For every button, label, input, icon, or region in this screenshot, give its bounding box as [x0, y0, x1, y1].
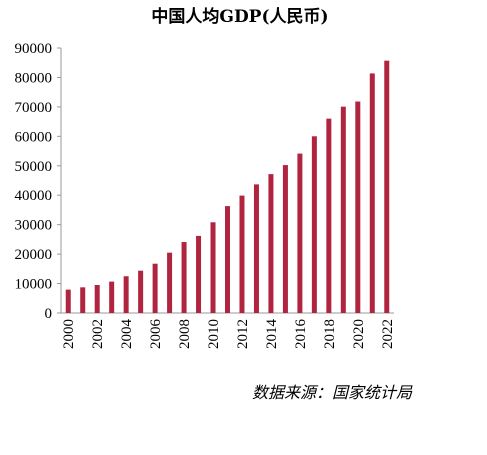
bar-2011: [225, 206, 230, 313]
bar-2010: [210, 222, 216, 313]
x-axis-ticks: 2000 2002 2004 2006 2008 2010 2012 2014 2016 2018…: [61, 319, 396, 350]
y-tick-label: 0: [45, 306, 53, 322]
bar-2013: [253, 184, 259, 313]
y-tick-label: 50000: [15, 159, 53, 175]
x-tick-label: 2000: [61, 319, 77, 349]
y-tick-label: 20000: [15, 247, 53, 263]
x-tick-label: 2012: [235, 319, 251, 349]
bar-2004: [123, 276, 129, 313]
bar-2018: [326, 118, 332, 313]
bar-2007: [167, 252, 173, 313]
x-tick-label: 2010: [206, 319, 222, 349]
y-tick-label: 10000: [15, 277, 53, 293]
chart-title: 中国人均GDP(人民币): [151, 6, 328, 27]
bar-2014: [268, 174, 274, 313]
bar-2021: [369, 73, 375, 313]
bar-2012: [239, 195, 245, 313]
bar-2008: [181, 242, 187, 313]
y-tick-label: 80000: [15, 70, 53, 86]
x-tick-label: 2022: [380, 319, 396, 349]
bar-2015: [282, 165, 288, 313]
y-tick-label: 70000: [15, 100, 53, 116]
bar-2000: [65, 289, 71, 313]
y-tick-label: 40000: [15, 188, 53, 204]
x-tick-label: 2016: [293, 319, 309, 350]
source-note: 数据来源：国家统计局: [252, 383, 413, 402]
bar-2002: [94, 285, 100, 313]
bars: [65, 60, 390, 314]
x-tick-label: 2008: [177, 319, 193, 349]
x-tick-label: 2020: [351, 319, 367, 349]
bar-2016: [297, 153, 303, 313]
x-tick-label: 2002: [90, 319, 106, 349]
bar-2019: [340, 106, 346, 313]
bar-2006: [152, 263, 158, 313]
y-tick-label: 60000: [15, 129, 53, 145]
bar-2022: [384, 60, 390, 314]
x-tick-label: 2014: [264, 319, 280, 350]
y-axis-ticks: 0 10000 20000 30000 40000 50000 60000 70000 8000…: [15, 41, 61, 322]
bar-2009: [196, 235, 202, 313]
bar-2003: [109, 281, 115, 313]
x-tick-label: 2004: [119, 319, 135, 350]
y-tick-label: 30000: [15, 218, 53, 234]
x-tick-label: 2006: [148, 319, 164, 350]
x-tick-label: 2018: [322, 319, 338, 349]
bar-2020: [355, 101, 361, 314]
bar-2005: [138, 270, 144, 313]
bar-2017: [311, 136, 317, 313]
y-tick-label: 90000: [15, 41, 53, 57]
bar-2001: [80, 287, 86, 313]
